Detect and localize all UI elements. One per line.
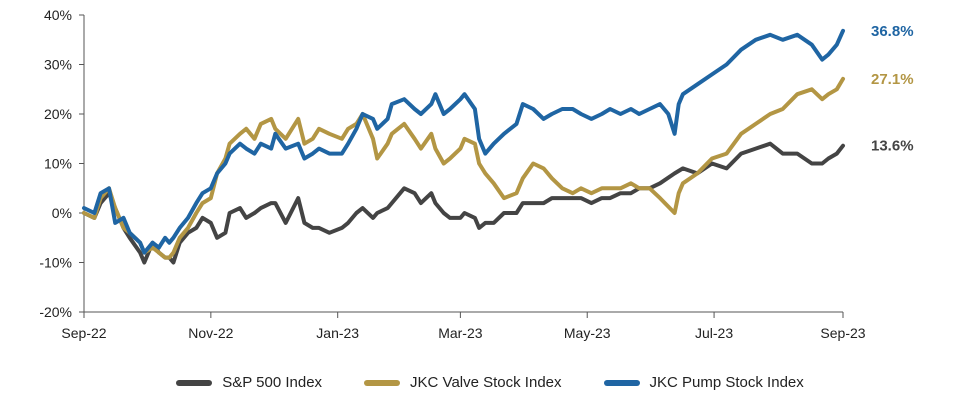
series-line-0 [82, 141, 845, 265]
line-chart: -20% -10% 0% 10% 20% 30% 40% Sep-22 Nov-22 Jan-23… [39, 7, 914, 341]
legend-swatch-sp500 [176, 379, 213, 386]
y-tick-label: 40% [44, 7, 72, 23]
x-tick-label: Mar-23 [438, 325, 483, 341]
series-line-2 [82, 28, 845, 255]
legend-item-pump: JKC Pump Stock Index [603, 374, 804, 391]
x-tick-label: May-23 [564, 325, 611, 341]
x-tick-label: Sep-23 [820, 325, 865, 341]
series-line-1 [82, 76, 845, 260]
y-tick-label: 20% [44, 106, 72, 122]
y-tick-label: 10% [44, 156, 72, 172]
legend-label-sp500: S&P 500 Index [222, 374, 323, 391]
legend-swatch-valve [364, 379, 401, 386]
series-end-label-1: 27.1% [871, 71, 914, 88]
y-tick-label: -20% [39, 304, 72, 320]
x-tick-label: Nov-22 [188, 325, 233, 341]
x-tick-label: Jul-23 [695, 325, 733, 341]
legend-item-valve: JKC Valve Stock Index [364, 374, 562, 391]
x-tick-label: Sep-22 [61, 325, 106, 341]
legend-item-sp500: S&P 500 Index [176, 374, 322, 391]
chart-end-labels: 13.6% 27.1% 36.8% [871, 23, 914, 155]
y-tick-label: 0% [52, 205, 72, 221]
legend-label-pump: JKC Pump Stock Index [649, 374, 804, 391]
series-end-label-2: 36.8% [871, 23, 914, 40]
series-end-label-0: 13.6% [871, 138, 914, 155]
chart-series [82, 28, 845, 265]
chart-axes: -20% -10% 0% 10% 20% 30% 40% Sep-22 Nov-22 Jan-23… [39, 7, 865, 341]
legend-label-valve: JKC Valve Stock Index [410, 374, 562, 391]
x-tick-label: Jan-23 [316, 325, 359, 341]
y-tick-label: 30% [44, 57, 72, 73]
legend-swatch-pump [603, 379, 640, 386]
y-tick-label: -10% [39, 255, 72, 271]
legend: S&P 500 Index JKC Valve Stock Index JKC … [0, 374, 980, 391]
